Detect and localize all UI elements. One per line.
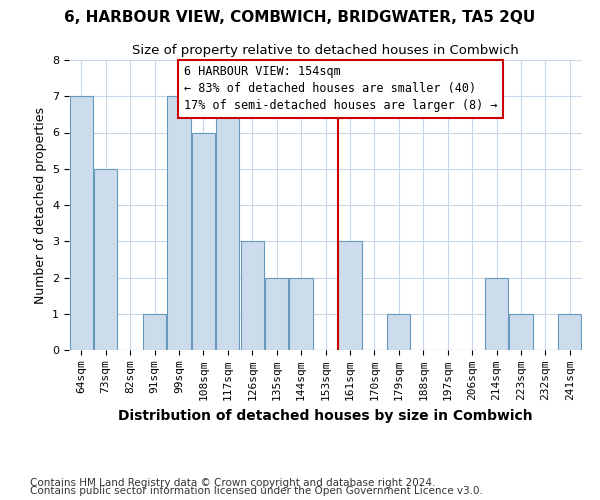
Bar	[338, 242, 362, 350]
Bar	[289, 278, 313, 350]
Bar	[216, 96, 239, 350]
Text: 6, HARBOUR VIEW, COMBWICH, BRIDGWATER, TA5 2QU: 6, HARBOUR VIEW, COMBWICH, BRIDGWATER, T…	[64, 10, 536, 25]
X-axis label: Distribution of detached houses by size in Combwich: Distribution of detached houses by size …	[118, 408, 533, 422]
Bar	[143, 314, 166, 350]
Text: Contains HM Land Registry data © Crown copyright and database right 2024.: Contains HM Land Registry data © Crown c…	[30, 478, 436, 488]
Bar	[558, 314, 581, 350]
Bar	[485, 278, 508, 350]
Title: Size of property relative to detached houses in Combwich: Size of property relative to detached ho…	[132, 44, 519, 58]
Bar	[509, 314, 533, 350]
Text: Contains public sector information licensed under the Open Government Licence v3: Contains public sector information licen…	[30, 486, 483, 496]
Bar	[94, 169, 117, 350]
Bar	[192, 132, 215, 350]
Bar	[387, 314, 410, 350]
Bar	[265, 278, 288, 350]
Bar	[241, 242, 264, 350]
Bar	[70, 96, 93, 350]
Bar	[167, 96, 191, 350]
Text: 6 HARBOUR VIEW: 154sqm
← 83% of detached houses are smaller (40)
17% of semi-det: 6 HARBOUR VIEW: 154sqm ← 83% of detached…	[184, 66, 497, 112]
Y-axis label: Number of detached properties: Number of detached properties	[34, 106, 47, 304]
